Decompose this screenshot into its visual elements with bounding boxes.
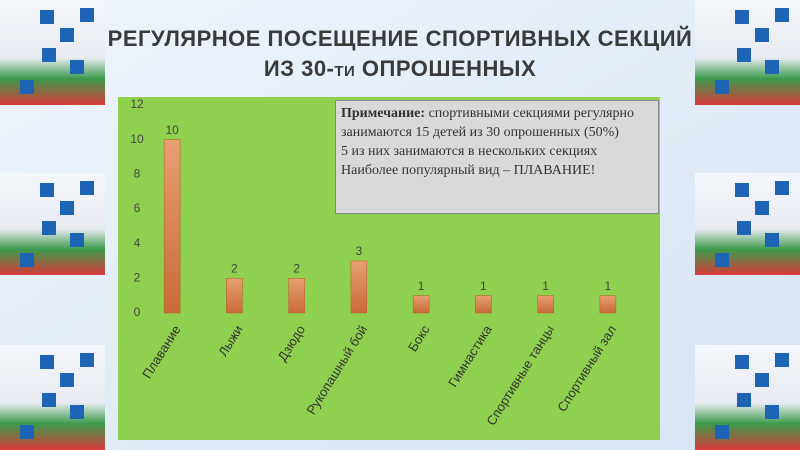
bar: [537, 295, 554, 314]
note-line: спортивными секциями регулярно занимаютс…: [341, 106, 634, 140]
y-tick-label: 2: [134, 271, 141, 285]
note-line: Наиболее популярный вид – ПЛАВАНИЕ!: [341, 163, 596, 178]
data-label: 2: [231, 262, 238, 276]
y-tick-label: 12: [130, 97, 144, 111]
bar: [350, 260, 368, 314]
data-label: 1: [480, 279, 487, 293]
y-tick-label: 6: [134, 201, 141, 215]
bar: [288, 278, 305, 314]
data-label: 1: [605, 279, 612, 293]
y-tick-label: 10: [130, 132, 144, 146]
bar: [475, 295, 492, 314]
y-tick-label: 4: [134, 236, 141, 250]
data-label: 10: [165, 123, 179, 137]
data-label: 3: [356, 244, 363, 258]
bar: [226, 278, 243, 314]
slide-title: РЕГУЛЯРНОЕ ПОСЕЩЕНИЕ СПОРТИВНЫХ СЕКЦИЙ И…: [107, 26, 693, 81]
y-tick-label: 0: [134, 305, 141, 319]
note-label: Примечание:: [341, 106, 426, 121]
data-label: 1: [418, 279, 425, 293]
note-box: Примечание: спортивными секциями регуляр…: [335, 100, 659, 214]
y-tick-label: 8: [134, 167, 141, 181]
data-label: 1: [542, 279, 549, 293]
note-line: 5 из них занимаются в нескольких секциях: [341, 144, 598, 159]
bar: [599, 295, 617, 314]
bar: [412, 295, 430, 314]
bar: [163, 139, 181, 314]
data-label: 2: [293, 262, 300, 276]
